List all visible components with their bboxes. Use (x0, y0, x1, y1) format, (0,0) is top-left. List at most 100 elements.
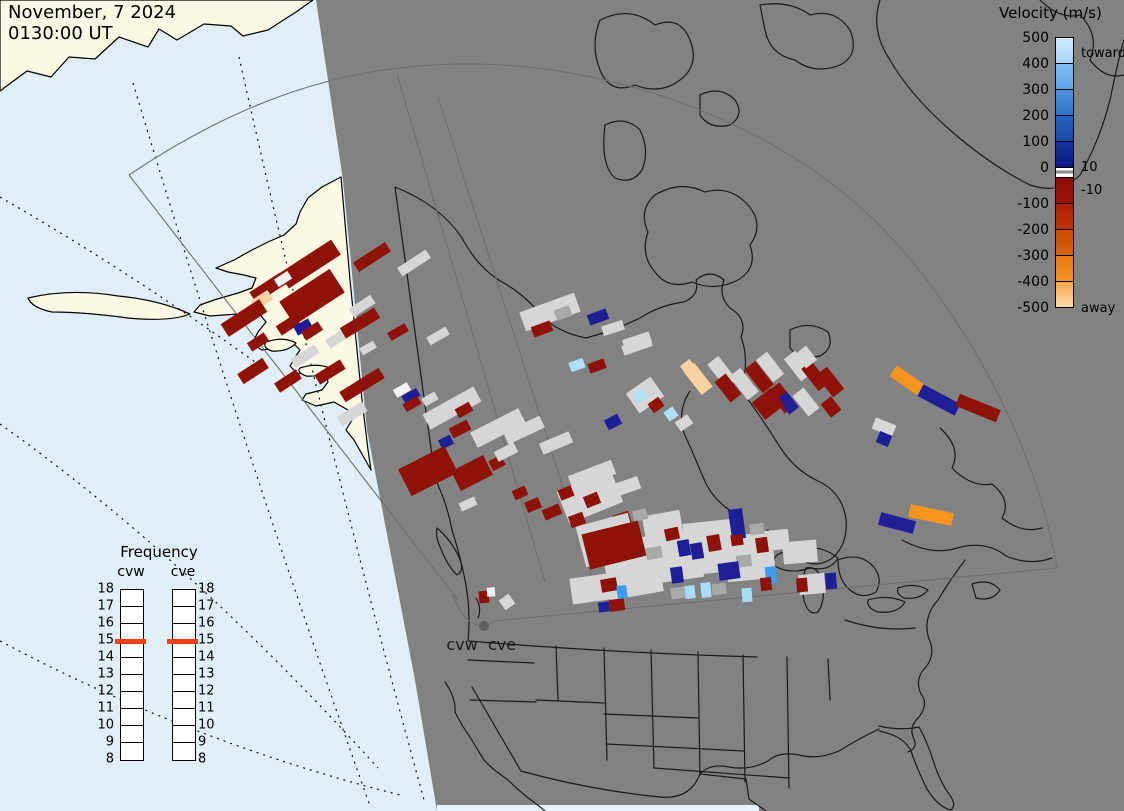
radar-label-cve: cve (488, 635, 516, 654)
velocity-legend-title: Velocity (m/s) (999, 4, 1102, 22)
velocity-cell-dr (955, 393, 1001, 423)
frequency-marker-cve (167, 639, 198, 644)
velocity-cell-lg (336, 401, 368, 427)
state-border-h5 (650, 715, 699, 719)
velocity-cell-dr (801, 360, 829, 392)
velocity-cell-pb (684, 584, 696, 600)
colorbar-seg-toward-3 (1055, 115, 1074, 142)
state-border-v1 (555, 645, 559, 701)
velocity-tick--400: -400 (1017, 274, 1049, 290)
velocity-tick-200: 200 (1022, 108, 1049, 124)
velocity-tick-0: 0 (1040, 160, 1049, 176)
velocity-cell-pb (700, 582, 712, 598)
state-border-v6 (786, 656, 790, 789)
velocity-cell-lg (729, 367, 759, 401)
frequency-tick-right-11: 11 (198, 700, 215, 716)
frequency-col-label-cvw: cvw (117, 564, 145, 580)
parry-islands (594, 13, 694, 90)
velocity-cell-dr (647, 396, 665, 414)
velocity-cell-nv (293, 318, 313, 336)
frequency-scale-row (121, 641, 143, 658)
colorbar-seg-away-2 (1055, 229, 1074, 256)
frequency-tick-left-17: 17 (97, 598, 114, 614)
velocity-cell-dr (450, 455, 494, 491)
frequency-tick-right-14: 14 (198, 649, 215, 665)
frequency-tick-right-15: 15 (198, 632, 215, 648)
timestamp-block: November, 7 2024 0130:00 UT (8, 2, 176, 44)
frequency-tick-left-15: 15 (97, 632, 114, 648)
us-canada-border (467, 640, 758, 658)
velocity-cell-nv (727, 508, 747, 540)
velocity-cell-dr (275, 314, 301, 336)
velocity-cell-lg (621, 336, 653, 356)
frequency-tick-right-13: 13 (198, 666, 215, 682)
velocity-cell-lg (782, 539, 818, 565)
velocity-cell-lg (538, 431, 574, 455)
colorbar-seg-toward-0 (1055, 37, 1074, 64)
velocity-tick-300: 300 (1022, 82, 1049, 98)
graticule-parallel-1 (0, 196, 256, 363)
graticule-parallel-2 (0, 423, 379, 769)
velocity-colorbar (1055, 37, 1074, 308)
velocity-legend: Velocity (m/s) 500 400 300 200 100 0 -100 -200 -… (993, 4, 1124, 334)
velocity-cell-nv (597, 601, 611, 613)
velocity-cell-dr (387, 323, 409, 341)
velocity-cell-lg (755, 351, 785, 383)
colorbar-seg-away-1 (1055, 203, 1074, 230)
velocity-cell-dr (448, 419, 472, 439)
frequency-tick-left-10: 10 (97, 717, 114, 733)
velocity-cell-nv (586, 308, 610, 326)
hudson-bay (680, 389, 847, 570)
velocity-cell-lb (568, 357, 586, 373)
state-border-h6 (606, 743, 745, 752)
texas-border (699, 773, 767, 811)
velocity-cell-lg (359, 340, 377, 356)
velocity-cell-dr (237, 357, 269, 385)
fov-near-range-arc (451, 591, 495, 627)
velocity-cell-pe (679, 358, 705, 386)
velocity-cell-dr (663, 526, 681, 542)
velocity-cell-dr (353, 242, 391, 272)
colorbar-seg-toward-2 (1055, 89, 1074, 116)
toward-label: toward (1081, 46, 1124, 61)
frequency-scale-row (173, 658, 195, 675)
velocity-cell-lg (348, 294, 376, 318)
ny-pa-border (844, 619, 916, 630)
velocity-tick--200: -200 (1017, 222, 1049, 238)
day-land-group (0, 0, 372, 471)
alaska-peninsula-land (27, 291, 191, 320)
baffin-island (876, 0, 1124, 189)
frequency-tick-right-17: 17 (198, 598, 215, 614)
velocity-cell-lg (470, 408, 526, 448)
graticule-group (0, 56, 425, 807)
velocity-cell-nv (669, 566, 685, 584)
frequency-col-label-cve: cve (170, 564, 196, 580)
colorbar-seg-away-3 (1055, 255, 1074, 282)
frequency-scale-row (173, 607, 195, 624)
vancouver-island (435, 527, 463, 576)
velocity-cell-or (908, 504, 954, 526)
lake-ontario (897, 584, 929, 599)
frequency-scale-row (173, 692, 195, 709)
velocity-cell-dr (751, 387, 785, 421)
greenland-corner (1039, 0, 1124, 77)
frequency-scale-row (173, 726, 195, 743)
frequency-scale-row (121, 743, 143, 760)
velocity-cell-nv (603, 413, 623, 431)
velocity-cell-dr (759, 576, 773, 592)
velocity-cell-nv (777, 391, 799, 415)
victoria-island (643, 186, 758, 288)
velocity-cell-dr (608, 598, 626, 612)
frequency-tick-right-16: 16 (198, 615, 215, 631)
velocity-cell-lg (794, 345, 818, 369)
velocity-cell-dr (478, 590, 490, 604)
mexico-border (520, 770, 701, 798)
lake-erie (867, 596, 906, 613)
fov-west-edge (128, 174, 459, 601)
velocity-cell-dr (599, 577, 619, 593)
frequency-scale-row (173, 743, 195, 760)
time-label: 0130:00 UT (8, 23, 113, 44)
velocity-cell-dr (581, 520, 647, 570)
velocity-cell-lg (503, 415, 545, 445)
velocity-cell-nv (824, 572, 838, 590)
